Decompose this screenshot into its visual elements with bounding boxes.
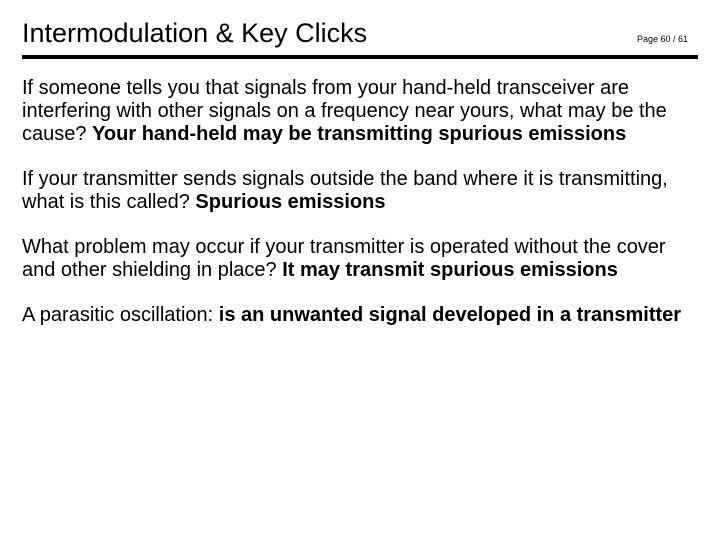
slide: Intermodulation & Key Clicks Page 60 / 6… [0, 0, 720, 540]
slide-title: Intermodulation & Key Clicks [22, 18, 367, 49]
paragraph: A parasitic oscillation: is an unwanted … [22, 304, 698, 327]
answer-text: Your hand-held may be transmitting spuri… [92, 123, 626, 145]
paragraph: If someone tells you that signals from y… [22, 77, 698, 146]
title-rule [22, 55, 698, 59]
answer-text: It may transmit spurious emissions [282, 259, 618, 281]
answer-text: Spurious emissions [195, 191, 385, 213]
question-text: A parasitic oscillation: [22, 304, 219, 326]
header-row: Intermodulation & Key Clicks Page 60 / 6… [22, 18, 698, 49]
page-indicator: Page 60 / 61 [637, 34, 698, 44]
answer-text: is an unwanted signal developed in a tra… [219, 304, 681, 326]
paragraph: If your transmitter sends signals outsid… [22, 168, 698, 214]
slide-body: If someone tells you that signals from y… [22, 77, 698, 327]
paragraph: What problem may occur if your transmitt… [22, 236, 698, 282]
